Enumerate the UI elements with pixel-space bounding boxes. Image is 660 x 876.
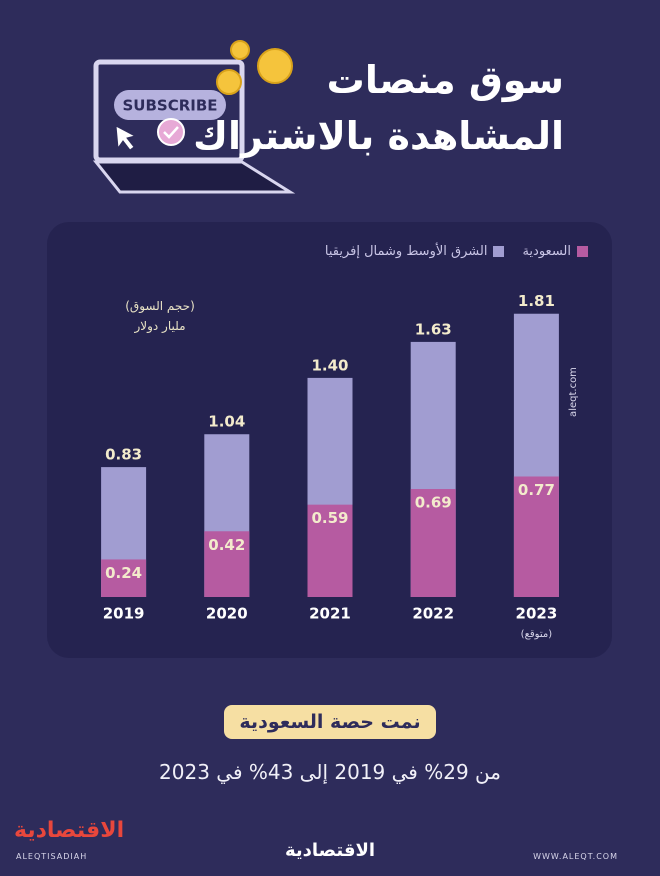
x-tick-label: 2020 xyxy=(206,605,248,623)
bar xyxy=(204,531,250,597)
bar xyxy=(101,559,147,597)
x-tick-label: 2019 xyxy=(103,605,145,623)
data-label: 1.04 xyxy=(208,413,245,431)
website: WWW.ALEQT.COM xyxy=(533,852,618,861)
check-icon xyxy=(157,118,185,146)
header-icon: SUBSCRIBE xyxy=(92,40,296,194)
bar xyxy=(410,489,456,597)
watermark: aleqt.com xyxy=(568,367,579,417)
title-line: سوق منصات xyxy=(326,58,564,102)
title-line: المشاهدة بالاشتراك xyxy=(193,114,564,158)
legend-item: السعودية xyxy=(522,244,588,259)
chart: 0.83 1.04 1.40 1.63 1.81 0.24 0.42 0.59 0.69 0.77… xyxy=(101,292,579,640)
x-tick-label: 2022 xyxy=(412,605,454,623)
logo-left: الاقتصادية xyxy=(14,818,125,843)
data-label: 0.83 xyxy=(105,446,142,464)
subscribe-pill xyxy=(114,90,226,120)
data-label: 0.69 xyxy=(415,494,452,512)
check-mark xyxy=(163,126,179,139)
coin xyxy=(216,69,242,95)
legend-item: الشرق الأوسط وشمال إفريقيا xyxy=(325,244,505,259)
bar xyxy=(307,504,353,597)
unit-label: (حجم السوق) مليار دولار xyxy=(100,296,220,336)
data-label: 0.24 xyxy=(105,564,142,582)
data-label: 1.63 xyxy=(415,320,452,338)
legend-swatch xyxy=(493,246,505,257)
summary-badge: نمت حصة السعودية xyxy=(224,705,436,739)
legend-text: الشرق الأوسط وشمال إفريقيا xyxy=(324,244,488,259)
bar xyxy=(513,476,559,597)
subscribe-text: SUBSCRIBE xyxy=(122,97,217,115)
unit-line: (حجم السوق) xyxy=(125,299,195,313)
coin xyxy=(257,48,293,84)
x-tick-label: 2023 xyxy=(516,605,558,623)
data-label: 0.77 xyxy=(518,481,555,499)
data-label: 0.59 xyxy=(311,509,348,527)
unit-line: مليار دولار xyxy=(134,319,186,333)
logo-center: الاقتصادية xyxy=(284,840,376,861)
data-label: 1.81 xyxy=(518,292,555,310)
legend: السعودية الشرق الأوسط وشمال إفريقيا xyxy=(325,244,588,259)
summary-text: من 29% في 2019 إلى 43% في 2023 xyxy=(159,760,501,784)
category-note: (متوقع) xyxy=(521,629,553,640)
data-label: 1.40 xyxy=(311,356,348,374)
x-tick-label: 2021 xyxy=(309,605,351,623)
data-label: 0.42 xyxy=(208,536,245,554)
legend-swatch xyxy=(577,246,588,257)
coin xyxy=(230,40,250,60)
cursor xyxy=(115,125,137,151)
laptop-base xyxy=(92,160,296,194)
handle: ALEQTISADIAH xyxy=(16,852,88,861)
legend-text: السعودية xyxy=(522,244,571,259)
